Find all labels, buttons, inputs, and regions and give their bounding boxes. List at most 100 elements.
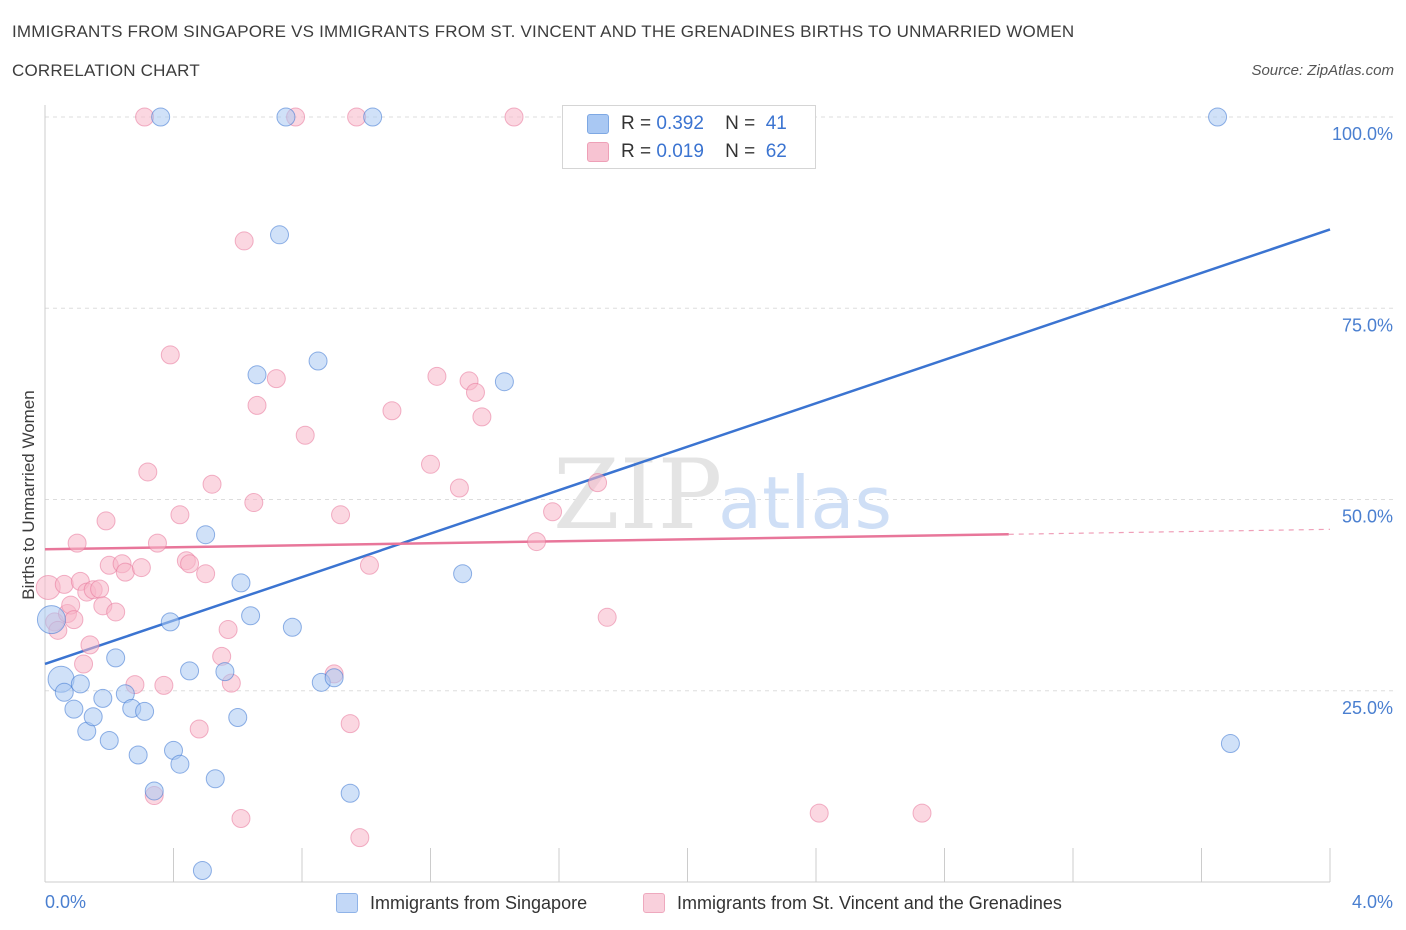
- data-point: [196, 564, 216, 584]
- data-point: [215, 662, 235, 682]
- trend-line-singapore: [44, 228, 1331, 666]
- data-point: [205, 769, 225, 789]
- data-point: [331, 505, 351, 525]
- data-point: [465, 382, 485, 402]
- watermark-zip: ZIP: [553, 439, 722, 551]
- chart-subtitle: CORRELATION CHART: [12, 61, 200, 80]
- data-point: [276, 107, 296, 127]
- data-point: [96, 511, 116, 531]
- tick-labels: 25.0% 50.0% 75.0% 100.0% 0.0% 4.0%: [45, 124, 1393, 912]
- data-point: [202, 474, 222, 494]
- data-point: [912, 803, 932, 823]
- data-point: [218, 620, 238, 640]
- watermark-atlas: atlas: [718, 461, 892, 545]
- series-points-stvincent: [35, 107, 932, 848]
- n-label: N =: [725, 141, 756, 162]
- series-label-singapore: Immigrants from Singapore: [370, 892, 588, 913]
- data-point: [350, 828, 370, 848]
- data-point: [363, 107, 383, 127]
- data-point: [189, 719, 209, 739]
- data-point: [80, 635, 100, 655]
- trend-line-stvincent: [44, 533, 1009, 551]
- data-point: [266, 369, 286, 389]
- data-point: [244, 493, 264, 513]
- trend-lines: [44, 228, 1331, 666]
- data-point: [1208, 107, 1228, 127]
- data-point: [231, 573, 251, 593]
- data-point: [247, 365, 267, 385]
- stats-legend: R = 0.392 N = 41 R = 0.019 N = 62: [562, 105, 816, 169]
- legend-swatch-singapore: [336, 893, 358, 913]
- data-point: [180, 661, 200, 681]
- n-value: 41: [765, 113, 787, 134]
- stats-legend-row-stvincent: R = 0.019 N = 62: [587, 140, 787, 164]
- y-tick-label: 75.0%: [1342, 315, 1393, 335]
- data-point: [106, 648, 126, 668]
- data-point: [170, 505, 190, 525]
- data-point: [247, 395, 267, 415]
- axes: [44, 105, 1331, 883]
- data-point: [453, 564, 473, 584]
- series-label-stvincent: Immigrants from St. Vincent and the Gren…: [677, 892, 1062, 913]
- r-label: R =: [621, 113, 652, 134]
- data-point: [295, 425, 315, 445]
- data-point: [160, 612, 180, 632]
- legend-swatch-stvincent: [587, 142, 609, 162]
- data-point: [527, 532, 547, 552]
- data-point: [228, 708, 248, 728]
- source-credit: Source: ZipAtlas.com: [1251, 62, 1394, 79]
- data-point: [54, 682, 74, 702]
- n-label: N =: [725, 113, 756, 134]
- data-point: [99, 730, 119, 750]
- data-point: [135, 701, 155, 721]
- data-point: [54, 574, 74, 594]
- data-point: [324, 668, 344, 688]
- trend-line-stvincent-extension: [1008, 528, 1331, 535]
- data-point: [196, 525, 216, 545]
- data-point: [128, 745, 148, 765]
- data-point: [472, 407, 492, 427]
- data-point: [427, 366, 447, 386]
- gridlines: [45, 116, 1393, 692]
- r-value: 0.019: [656, 141, 704, 162]
- data-point: [90, 579, 110, 599]
- data-point: [421, 454, 440, 474]
- data-point: [543, 502, 563, 522]
- r-value: 0.392: [656, 113, 704, 134]
- data-point: [93, 688, 113, 708]
- series-legend-stvincent: Immigrants from St. Vincent and the Gren…: [643, 890, 1062, 916]
- data-point: [347, 107, 367, 127]
- data-point: [131, 558, 151, 578]
- data-point: [67, 533, 87, 553]
- data-point: [340, 714, 360, 734]
- stats-legend-row-singapore: R = 0.392 N = 41: [587, 112, 787, 136]
- data-point: [192, 861, 212, 881]
- data-point: [64, 610, 84, 630]
- x-tick-label: 0.0%: [45, 892, 86, 912]
- data-point: [170, 754, 190, 774]
- data-point: [151, 107, 171, 127]
- data-point: [74, 654, 94, 674]
- r-label: R =: [621, 141, 652, 162]
- legend-swatch-singapore: [587, 114, 609, 134]
- data-point: [1220, 734, 1240, 754]
- n-value: 62: [765, 141, 787, 162]
- data-point: [135, 107, 155, 127]
- data-point: [282, 617, 302, 637]
- data-point: [809, 803, 829, 823]
- data-point: [70, 674, 90, 694]
- data-point: [597, 607, 617, 627]
- data-point: [494, 372, 514, 392]
- data-point: [241, 606, 261, 626]
- data-point: [504, 107, 524, 127]
- data-point: [234, 231, 254, 251]
- data-point: [160, 345, 180, 365]
- data-point: [588, 473, 608, 493]
- y-axis-label: Births to Unmarried Women: [19, 390, 38, 599]
- data-point: [180, 554, 200, 574]
- y-tick-label: 50.0%: [1342, 507, 1393, 527]
- data-point: [340, 783, 360, 803]
- legend-swatch-stvincent: [643, 893, 665, 913]
- data-point: [115, 562, 135, 582]
